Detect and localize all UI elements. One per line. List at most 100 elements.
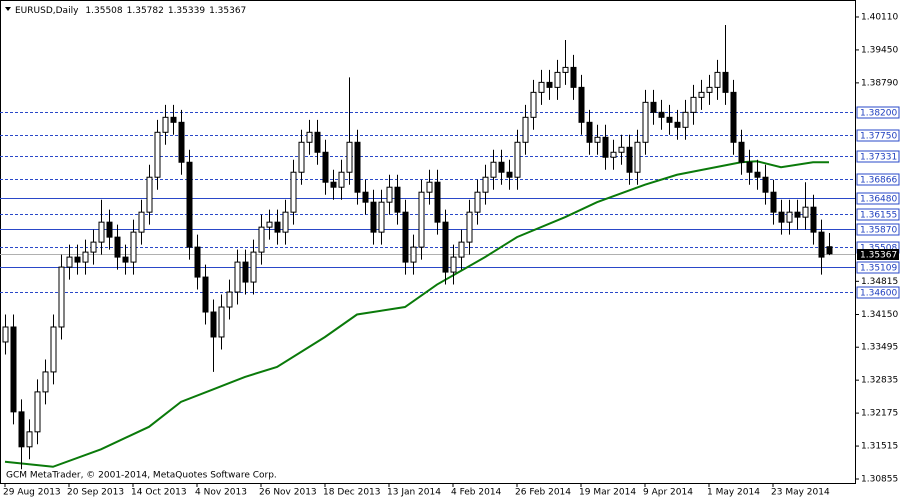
candle-body bbox=[538, 81, 545, 93]
candle-body bbox=[314, 131, 321, 153]
candle-body bbox=[626, 146, 633, 173]
candle-body bbox=[370, 201, 377, 233]
candle-body bbox=[218, 306, 225, 338]
x-tick-label: 18 Dec 2013 bbox=[323, 488, 381, 498]
candle-body bbox=[522, 116, 529, 143]
candle-body bbox=[602, 136, 609, 158]
candle-body bbox=[42, 371, 49, 393]
candle-body bbox=[106, 221, 113, 238]
candle-body bbox=[474, 191, 481, 213]
y-tick-label: 1.34150 bbox=[861, 310, 898, 320]
candle-body bbox=[82, 251, 89, 263]
level-label-box bbox=[856, 173, 900, 186]
level-label-box bbox=[856, 150, 900, 163]
candle-body bbox=[578, 86, 585, 123]
y-tick-label: 1.39450 bbox=[861, 45, 898, 55]
level-label-box bbox=[856, 286, 900, 299]
x-tick-label: 23 May 2014 bbox=[771, 488, 830, 498]
last-high: 1.35782 bbox=[127, 6, 164, 16]
candle-body bbox=[234, 261, 241, 293]
candle-body bbox=[586, 121, 593, 143]
level-label: 1.37331 bbox=[860, 153, 897, 163]
candle-body bbox=[402, 211, 409, 263]
candle-body bbox=[34, 391, 41, 433]
y-tick-label: 1.40110 bbox=[861, 12, 898, 22]
candle-body bbox=[90, 241, 97, 253]
candle-body bbox=[442, 221, 449, 273]
candle-body bbox=[130, 231, 137, 263]
candle-body bbox=[394, 186, 401, 213]
level-label: 1.35870 bbox=[860, 226, 897, 236]
candle-body bbox=[642, 101, 649, 143]
level-label-box bbox=[856, 106, 900, 119]
candle-body bbox=[434, 181, 441, 223]
symbol: EURUSD,Daily bbox=[15, 6, 79, 16]
candle-body bbox=[410, 246, 417, 263]
level-label: 1.34600 bbox=[860, 289, 897, 299]
candle-body bbox=[762, 176, 769, 193]
candle-body bbox=[178, 121, 185, 163]
candle-body bbox=[274, 221, 281, 233]
level-label-box bbox=[856, 208, 900, 221]
current-price-label: 1.35367 bbox=[860, 251, 897, 261]
menu-arrow bbox=[5, 7, 11, 11]
candle-body bbox=[170, 116, 177, 123]
y-tick-label: 1.34815 bbox=[861, 277, 898, 287]
candle-body bbox=[794, 211, 801, 218]
y-tick-label: 1.33495 bbox=[861, 343, 898, 353]
candle-body bbox=[466, 211, 473, 243]
candle-body bbox=[26, 431, 33, 448]
candle-body bbox=[330, 181, 337, 188]
candle-body bbox=[98, 221, 105, 243]
y-tick-label: 1.38790 bbox=[861, 78, 898, 88]
candle-body bbox=[194, 246, 201, 278]
candle-body bbox=[210, 311, 217, 338]
x-tick-label: 4 Feb 2014 bbox=[451, 488, 502, 498]
x-tick-label: 14 Oct 2013 bbox=[131, 488, 187, 498]
y-tick-label: 1.31515 bbox=[861, 442, 898, 452]
candle-body bbox=[186, 161, 193, 248]
last-open: 1.35508 bbox=[85, 6, 122, 16]
candle-body bbox=[754, 171, 761, 178]
candle-body bbox=[594, 136, 601, 143]
moving-average bbox=[4, 160, 829, 468]
candle-body bbox=[826, 246, 833, 255]
candle-body bbox=[618, 146, 625, 153]
candle-body bbox=[282, 211, 289, 233]
candle-body bbox=[506, 171, 513, 178]
x-tick-label: 29 Aug 2013 bbox=[3, 488, 61, 498]
candle-body bbox=[682, 111, 689, 128]
candle-body bbox=[658, 111, 665, 118]
candle-body bbox=[18, 411, 25, 448]
candle-body bbox=[562, 66, 569, 73]
candle-body bbox=[306, 131, 313, 143]
candle-body bbox=[666, 116, 673, 123]
ma-layer bbox=[4, 160, 829, 468]
candle-body bbox=[818, 231, 825, 258]
candle-body bbox=[706, 86, 713, 93]
x-tick-label: 1 May 2014 bbox=[707, 488, 760, 498]
current-price-box bbox=[857, 249, 899, 260]
candle-body bbox=[354, 141, 361, 193]
candle-body bbox=[786, 211, 793, 223]
level-label-box bbox=[856, 129, 900, 142]
candle-body bbox=[458, 241, 465, 258]
y-tick-label: 1.32175 bbox=[861, 409, 898, 419]
candle-body bbox=[250, 251, 257, 283]
candle-body bbox=[714, 71, 721, 88]
candle-body bbox=[554, 71, 561, 88]
candle-body bbox=[698, 91, 705, 98]
x-tick-label: 19 Mar 2014 bbox=[579, 488, 636, 498]
candle-body bbox=[514, 141, 521, 178]
candle-body bbox=[226, 291, 233, 308]
candle-body bbox=[346, 141, 353, 173]
candle-body bbox=[386, 186, 393, 203]
candle-body bbox=[810, 206, 817, 233]
x-tick-label: 26 Feb 2014 bbox=[515, 488, 571, 498]
candle-body bbox=[122, 256, 129, 263]
candle-body bbox=[490, 161, 497, 178]
level-label: 1.38200 bbox=[860, 109, 897, 119]
candle-body bbox=[746, 161, 753, 173]
